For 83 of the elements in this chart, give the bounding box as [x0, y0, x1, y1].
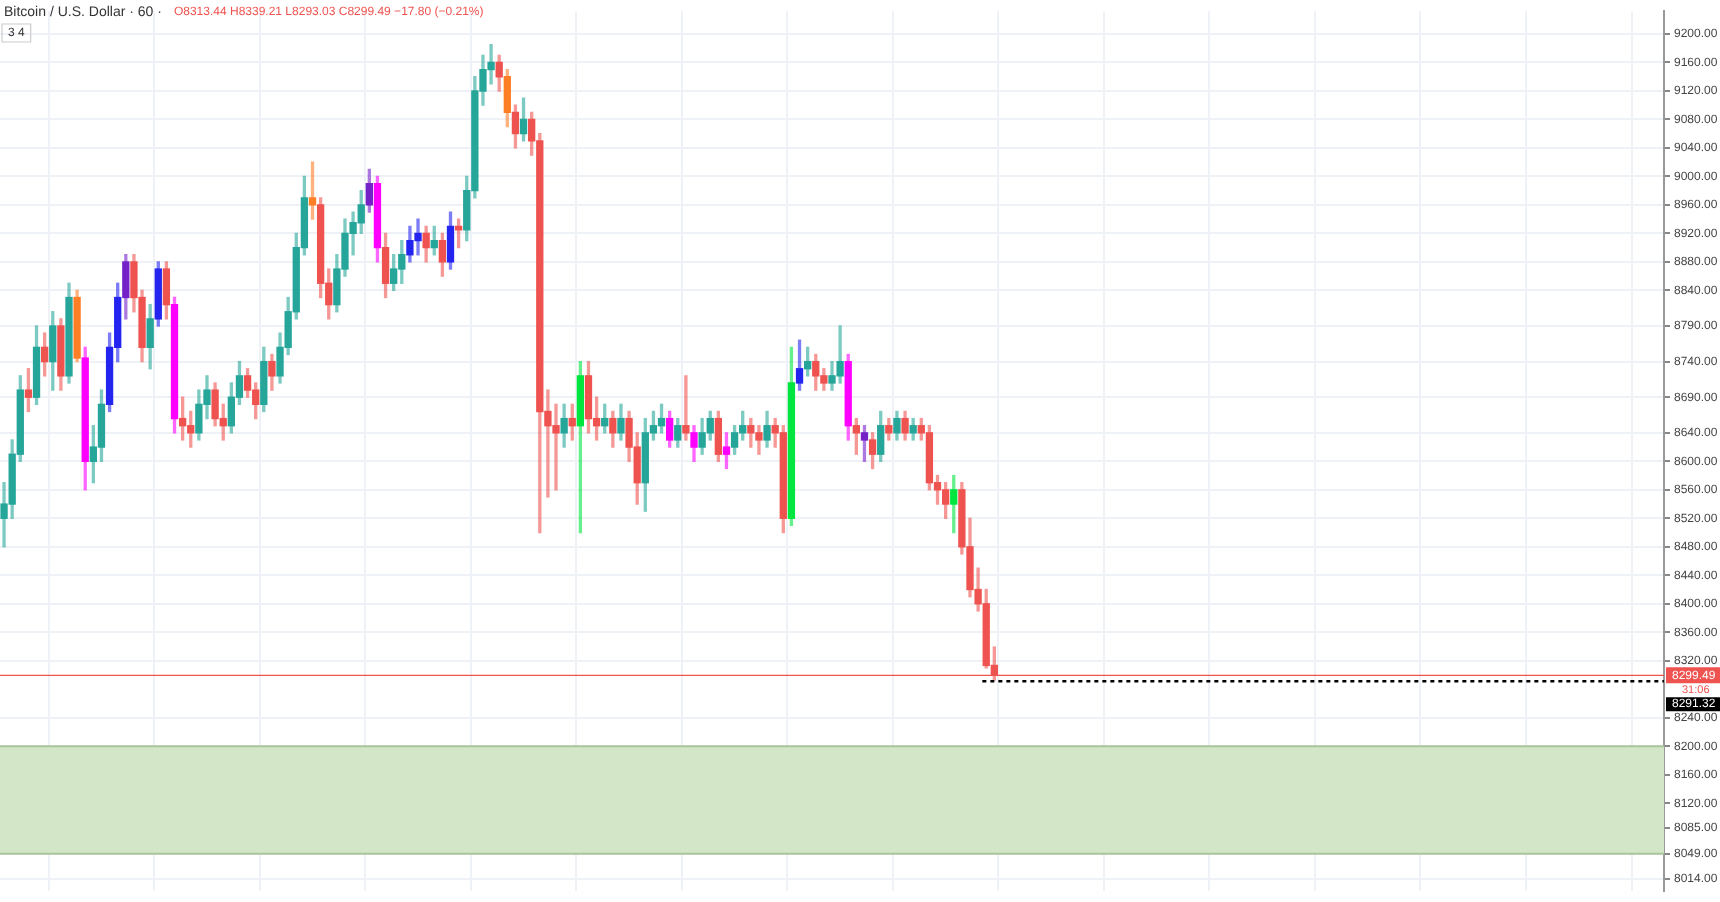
candlestick — [682, 375, 690, 441]
candlestick — [666, 410, 674, 448]
candlestick — [950, 474, 958, 534]
candlestick — [268, 353, 276, 391]
candlestick — [503, 68, 511, 128]
candlestick — [868, 432, 877, 470]
candlestick — [519, 97, 528, 142]
candlestick — [795, 339, 804, 391]
candlestick — [885, 417, 893, 441]
candlestick — [49, 311, 57, 391]
candlestick — [438, 232, 447, 277]
candlestick — [893, 410, 901, 441]
candlestick — [901, 410, 909, 441]
candlestick — [122, 254, 130, 320]
candlestick — [365, 168, 373, 213]
candlestick — [812, 353, 820, 391]
candlestick — [65, 282, 73, 384]
candlestick — [162, 261, 171, 320]
candlestick — [81, 346, 89, 491]
candlestick — [195, 389, 203, 441]
candlestick — [390, 254, 398, 292]
candlestick — [154, 261, 162, 327]
candlestick — [178, 396, 187, 441]
candlestick — [706, 410, 714, 441]
candlestick — [941, 482, 950, 519]
candlestick — [641, 417, 649, 512]
candlestick — [820, 368, 828, 391]
candlestick — [357, 190, 365, 235]
candlestick — [316, 197, 325, 299]
candlestick — [495, 54, 503, 92]
candlestick — [730, 425, 739, 455]
candlestick — [32, 325, 41, 406]
candlestick — [560, 403, 568, 448]
candlestick — [836, 325, 844, 384]
candlestick — [97, 389, 106, 462]
candlestick — [260, 346, 268, 413]
candlestick — [844, 353, 852, 441]
candlestick — [243, 368, 252, 398]
candlestick — [227, 382, 235, 434]
candlestick — [803, 346, 812, 377]
candlestick — [860, 425, 869, 462]
candlestick — [57, 318, 65, 391]
candlestick — [308, 161, 317, 220]
candlestick — [73, 289, 81, 363]
candlestick — [187, 410, 195, 448]
candlestick — [698, 417, 706, 455]
candlestick — [406, 225, 414, 263]
candlestick — [828, 360, 836, 391]
candlestick — [909, 417, 917, 441]
candlestick — [722, 432, 731, 470]
candlestick — [252, 382, 260, 420]
candlestick — [787, 346, 796, 527]
candlestick — [739, 410, 747, 441]
candlestick — [40, 332, 49, 377]
candlestick — [584, 360, 593, 434]
candlestick — [714, 410, 723, 462]
candlestick — [381, 232, 390, 299]
candlestick — [552, 403, 560, 491]
candlestick — [146, 303, 154, 370]
candlestick — [398, 239, 406, 284]
candlestick — [211, 382, 219, 427]
candlestick — [617, 403, 625, 441]
candlestick — [24, 368, 33, 413]
candlestick — [609, 410, 617, 448]
candlestick — [877, 410, 885, 462]
candlestick — [487, 44, 495, 85]
candlestick — [690, 425, 698, 462]
candlestick — [170, 296, 179, 434]
candlestick — [414, 218, 422, 256]
candlestick — [511, 104, 520, 149]
candlestick — [422, 225, 430, 263]
candlestick — [373, 175, 382, 263]
candlestick — [576, 360, 585, 534]
candlestick — [982, 588, 990, 669]
candlestick — [568, 403, 576, 441]
candlestick — [925, 425, 934, 491]
candlestick — [779, 425, 787, 534]
candlestick — [852, 417, 861, 455]
candlestick — [674, 417, 682, 448]
candlestick — [763, 410, 771, 448]
candlestick — [747, 417, 755, 448]
candlestick — [446, 211, 455, 270]
candlestick — [755, 425, 763, 455]
